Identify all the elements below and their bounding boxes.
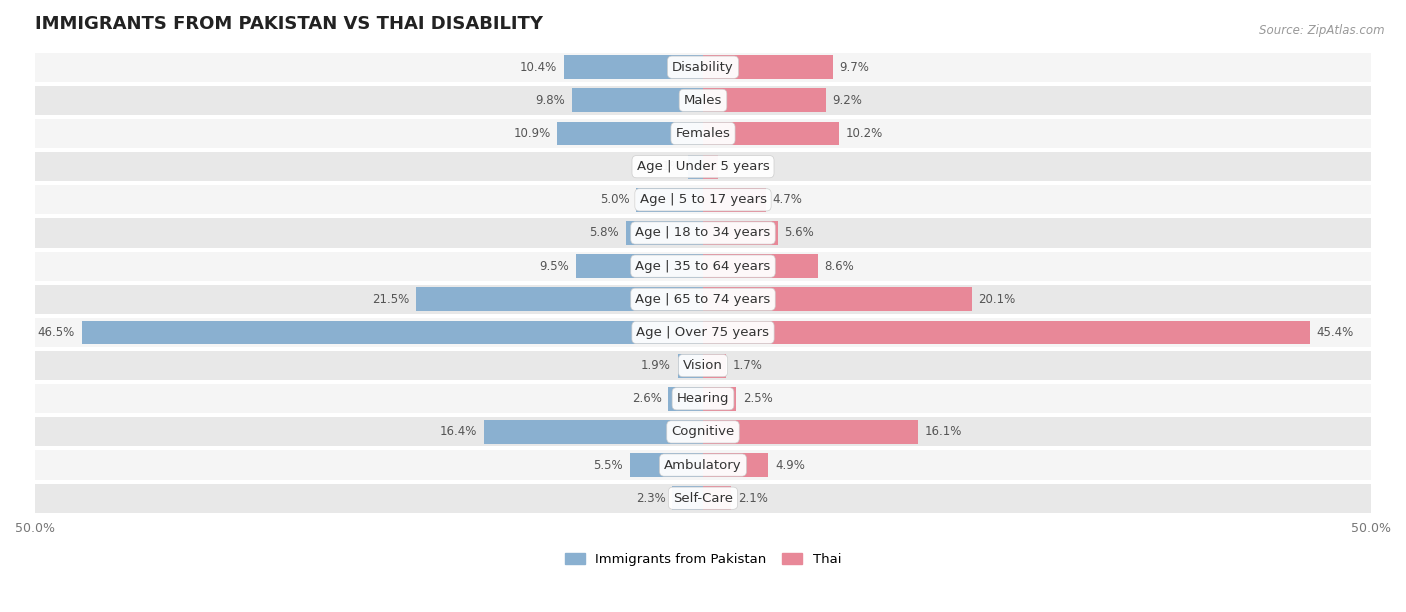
Text: 1.9%: 1.9% [641,359,671,372]
Bar [35,351,1371,380]
Bar [35,86,1371,115]
Text: 1.1%: 1.1% [724,160,754,173]
Bar [576,254,703,278]
Text: Vision: Vision [683,359,723,372]
Bar [35,119,1371,148]
Bar [703,188,766,212]
Text: 10.9%: 10.9% [513,127,551,140]
Text: Source: ZipAtlas.com: Source: ZipAtlas.com [1260,24,1385,37]
Bar [703,453,769,477]
Bar [636,188,703,212]
Bar [35,384,1371,413]
Text: 2.1%: 2.1% [738,491,768,505]
Text: 16.1%: 16.1% [925,425,962,438]
Bar [572,89,703,113]
Bar [484,420,703,444]
Text: 1.1%: 1.1% [652,160,682,173]
Bar [35,450,1371,480]
Bar [703,420,918,444]
Text: Age | 35 to 64 years: Age | 35 to 64 years [636,259,770,272]
Text: 9.8%: 9.8% [536,94,565,107]
Bar [703,221,778,245]
Bar [35,185,1371,214]
Text: 5.8%: 5.8% [589,226,619,239]
Bar [703,89,825,113]
Text: 46.5%: 46.5% [38,326,75,339]
Bar [703,487,731,510]
Bar [668,387,703,411]
Text: 9.7%: 9.7% [839,61,869,73]
Text: 2.5%: 2.5% [744,392,773,405]
Text: Males: Males [683,94,723,107]
Text: 5.0%: 5.0% [600,193,630,206]
Text: IMMIGRANTS FROM PAKISTAN VS THAI DISABILITY: IMMIGRANTS FROM PAKISTAN VS THAI DISABIL… [35,15,543,33]
Bar [626,221,703,245]
Bar [35,483,1371,513]
Bar [35,53,1371,82]
Bar [416,288,703,312]
Bar [35,252,1371,281]
Bar [35,285,1371,314]
Text: Age | Over 75 years: Age | Over 75 years [637,326,769,339]
Text: Cognitive: Cognitive [672,425,734,438]
Text: 1.7%: 1.7% [733,359,762,372]
Text: 45.4%: 45.4% [1316,326,1354,339]
Bar [703,321,1309,345]
Text: Ambulatory: Ambulatory [664,458,742,472]
Bar [35,318,1371,347]
Bar [703,254,818,278]
Text: Hearing: Hearing [676,392,730,405]
Bar [672,487,703,510]
Bar [564,55,703,79]
Bar [557,122,703,146]
Text: Females: Females [675,127,731,140]
Text: 8.6%: 8.6% [824,259,855,272]
Text: 2.6%: 2.6% [631,392,662,405]
Bar [703,55,832,79]
Text: 4.7%: 4.7% [772,193,803,206]
Legend: Immigrants from Pakistan, Thai: Immigrants from Pakistan, Thai [565,553,841,566]
Text: 20.1%: 20.1% [979,293,1015,306]
Text: 10.2%: 10.2% [846,127,883,140]
Text: 4.9%: 4.9% [775,458,806,472]
Bar [689,155,703,179]
Bar [82,321,703,345]
Text: 16.4%: 16.4% [440,425,477,438]
Text: 5.5%: 5.5% [593,458,623,472]
Bar [703,155,717,179]
Text: Disability: Disability [672,61,734,73]
Text: 21.5%: 21.5% [371,293,409,306]
Text: Age | 5 to 17 years: Age | 5 to 17 years [640,193,766,206]
Bar [703,354,725,378]
Text: 2.3%: 2.3% [636,491,665,505]
Bar [35,152,1371,181]
Bar [35,218,1371,248]
Text: Age | 65 to 74 years: Age | 65 to 74 years [636,293,770,306]
Text: Age | 18 to 34 years: Age | 18 to 34 years [636,226,770,239]
Bar [703,122,839,146]
Text: Age | Under 5 years: Age | Under 5 years [637,160,769,173]
Bar [678,354,703,378]
Text: 5.6%: 5.6% [785,226,814,239]
Bar [35,417,1371,447]
Text: Self-Care: Self-Care [673,491,733,505]
Bar [703,387,737,411]
Text: 10.4%: 10.4% [520,61,557,73]
Text: 9.5%: 9.5% [540,259,569,272]
Bar [703,288,972,312]
Text: 9.2%: 9.2% [832,94,862,107]
Bar [630,453,703,477]
